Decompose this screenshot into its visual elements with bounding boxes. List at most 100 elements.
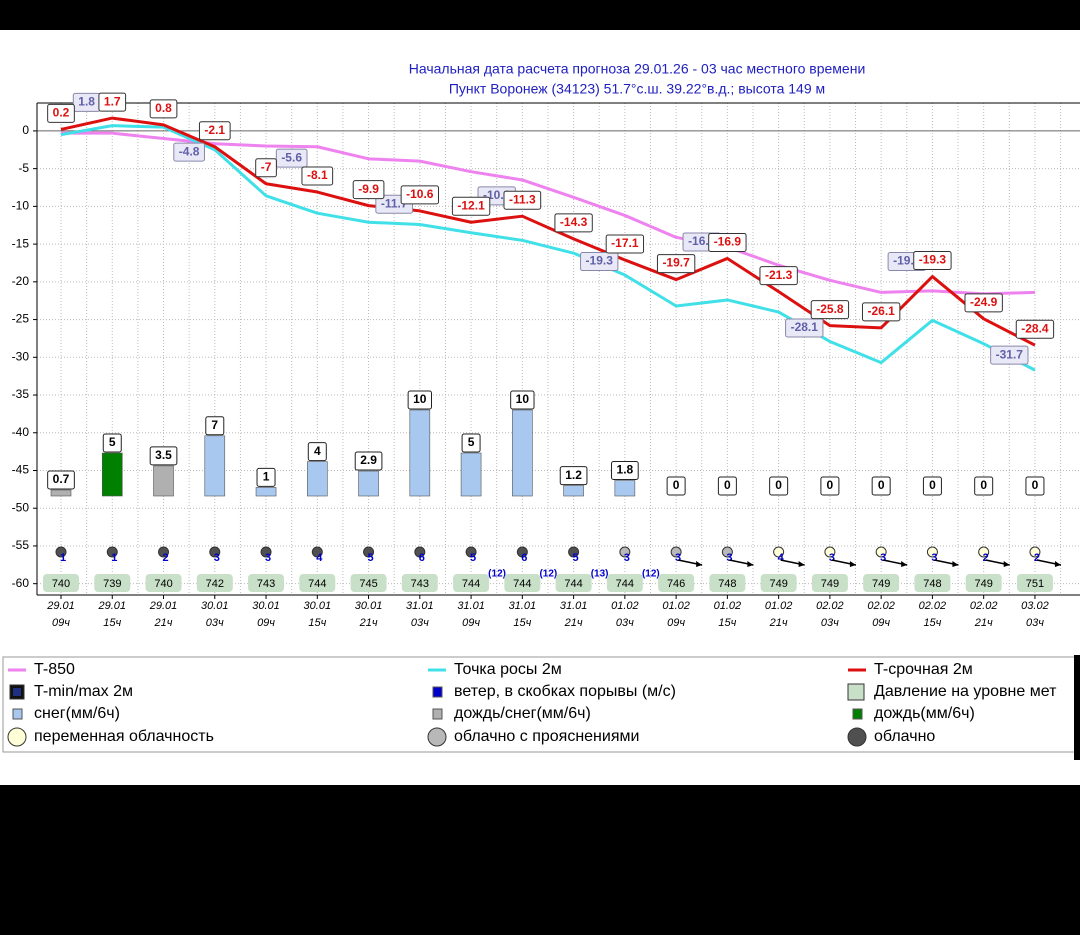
x-tick-label: 09ч [52, 617, 70, 629]
pressure-box [863, 574, 900, 592]
legend-label: облачно [874, 728, 935, 745]
precip-label: 0 [775, 478, 782, 492]
pressure-box [760, 574, 797, 592]
x-tick-label: 09ч [667, 617, 685, 629]
legend-label: T-850 [34, 661, 75, 678]
x-tick-label: 03ч [821, 617, 839, 629]
cloud-icon [209, 546, 221, 558]
temp-label-box [1015, 319, 1055, 339]
pressure-label: 740 [52, 578, 70, 590]
precip-bar [255, 487, 277, 497]
cloud-icon [158, 546, 170, 558]
y-tick-label: -50 [12, 500, 30, 514]
temp-label-box [451, 196, 491, 216]
series-line [61, 131, 1035, 296]
temp-label: -11.3 [509, 192, 536, 206]
x-tick-label: 09ч [257, 617, 275, 629]
pressure-label: 746 [667, 578, 685, 590]
legend-label: Давление на уровне мет [874, 683, 1057, 700]
pressure-label: 745 [359, 578, 377, 590]
tminmax-label: 1.8 [78, 95, 95, 109]
precip-label: 0 [827, 478, 834, 492]
precip-label: 0 [673, 478, 680, 492]
pressure-label: 744 [616, 578, 634, 590]
precip-label: 7 [211, 418, 218, 432]
legend-circle [847, 727, 867, 747]
precip-bar [50, 489, 72, 497]
precip-label-box [354, 451, 383, 471]
wind-arrow-head [849, 561, 856, 567]
pressure-box [196, 574, 233, 592]
temp-label-box [255, 158, 277, 178]
wind-label: 3 [265, 552, 271, 564]
precip-label-box [666, 476, 686, 496]
legend-circle [7, 727, 27, 747]
x-tick-label: 03ч [1026, 617, 1044, 629]
legend-box [847, 683, 865, 701]
subtitle: Пункт Воронеж (34123) 51.7°с.ш. 39.22°в.… [449, 81, 825, 97]
legend-box [852, 708, 863, 720]
pressure-label: 748 [923, 578, 941, 590]
cloud-icon [106, 546, 118, 558]
pressure-box [350, 574, 387, 592]
tminmax-label-box [275, 148, 308, 168]
wind-label: 6 [419, 552, 425, 564]
temp-label-box [810, 300, 850, 320]
temp-label-box [98, 92, 127, 112]
x-tick-label: 30.01 [355, 600, 383, 612]
precip-label: 0.7 [53, 472, 70, 486]
precip-label-box [407, 390, 432, 410]
x-tick-label: 02.02 [970, 600, 998, 612]
precip-label-box [461, 433, 481, 453]
wind-arrow-head [798, 561, 805, 567]
cloud-icon [465, 546, 477, 558]
wind-arrow-head [747, 561, 754, 567]
series-line [60, 116, 1036, 347]
tminmax-label: -4.8 [179, 144, 200, 158]
temp-label-box [964, 293, 1003, 313]
wind-arrow-head [952, 561, 959, 567]
legend-label: Точка росы 2м [454, 661, 562, 678]
gust-label: (13) [591, 569, 609, 580]
precip-label-box [510, 390, 535, 410]
x-tick-label: 01.02 [765, 600, 793, 612]
legend-box [13, 688, 21, 696]
temp-label-box [400, 185, 439, 205]
pressure-label: 749 [975, 578, 993, 590]
pressure-label: 744 [513, 578, 531, 590]
x-tick-label: 02.02 [867, 600, 895, 612]
cloud-icon [721, 546, 733, 558]
x-tick-label: 15ч [513, 617, 531, 629]
x-tick-label: 03ч [616, 617, 634, 629]
x-tick-label: 29.01 [149, 600, 178, 612]
precip-label-box [47, 470, 75, 490]
temp-label: -17.1 [611, 236, 639, 250]
y-tick-label: -45 [12, 463, 30, 477]
pressure-box [1016, 574, 1053, 592]
wind-label: 6 [521, 552, 527, 564]
wind-label: 4 [316, 552, 323, 564]
precip-label-box [871, 476, 891, 496]
y-tick-label: 0 [22, 123, 29, 137]
precip-bar [409, 409, 431, 497]
y-tick-label: -10 [12, 199, 30, 213]
temp-label-box [149, 99, 178, 119]
precip-label: 1 [263, 470, 270, 484]
legend-box [432, 708, 443, 720]
wind-label: 4 [778, 552, 785, 564]
tminmax-label: -19.3 [586, 254, 614, 268]
temp-label: -28.4 [1021, 321, 1049, 335]
legend-label: переменная облачность [34, 728, 214, 745]
temp-label: 0.8 [155, 101, 172, 115]
cloud-icon [619, 546, 631, 558]
temp-label: -24.9 [970, 295, 998, 309]
x-tick-label: 02.02 [816, 600, 844, 612]
pressure-box [504, 574, 541, 592]
y-tick-label: -60 [12, 576, 30, 590]
cloud-icon [1029, 546, 1041, 558]
precip-bar [153, 465, 174, 497]
temp-label: -19.3 [919, 253, 947, 267]
wind-label: 3 [726, 552, 732, 564]
cloud-icon [516, 546, 528, 558]
tminmax-label-box [785, 318, 824, 338]
